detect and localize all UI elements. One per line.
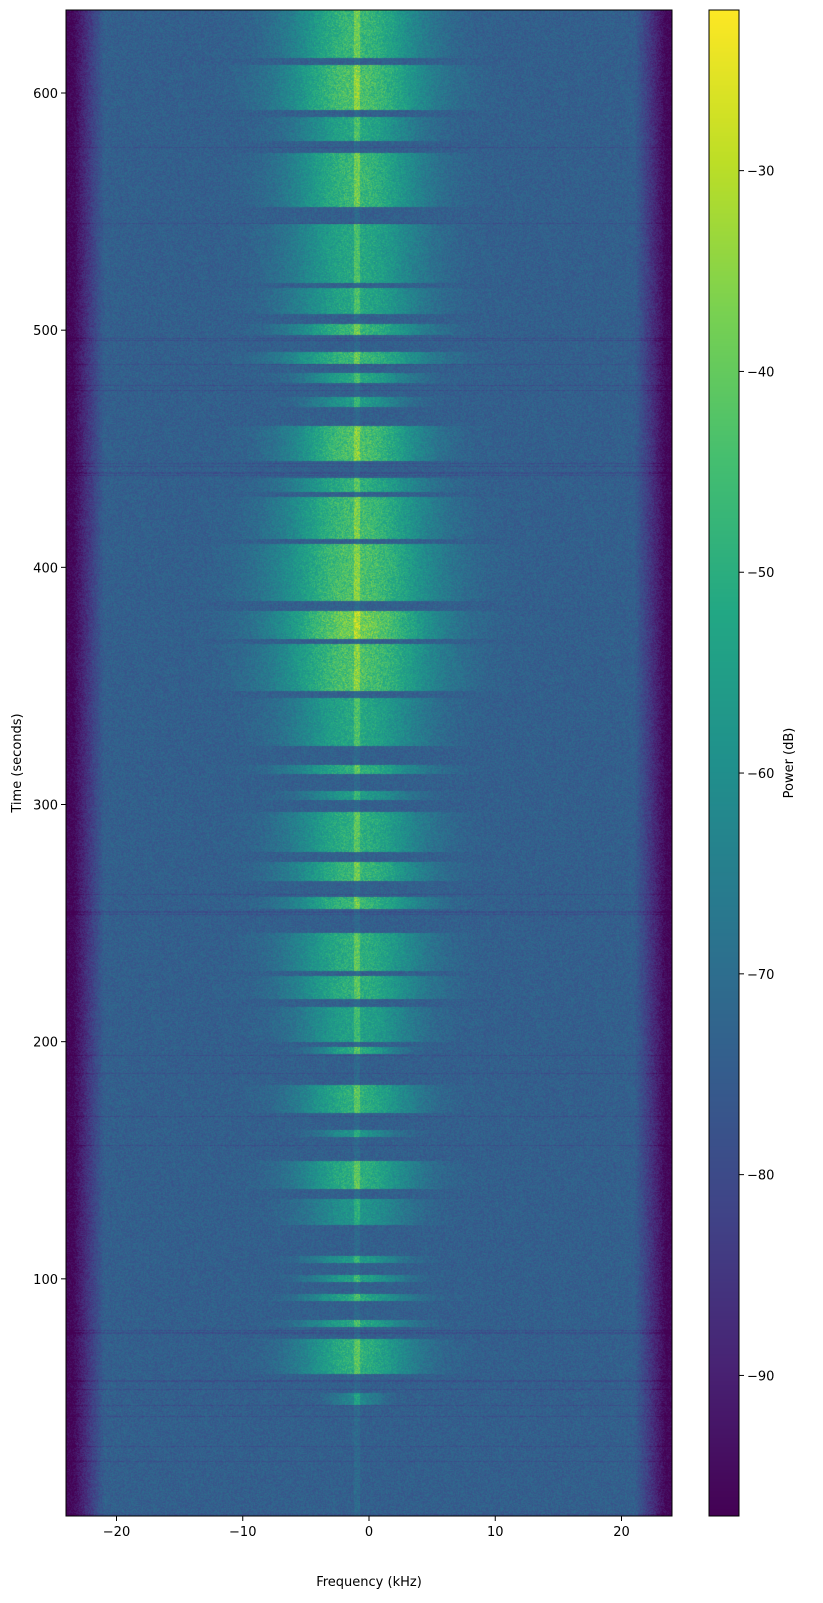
- x-tick-label: −20: [103, 1525, 130, 1540]
- spectrogram-image: [66, 10, 672, 1516]
- x-tick-label: 10: [487, 1525, 504, 1540]
- colorbar-tick-label: −70: [747, 968, 774, 983]
- colorbar-label: Power (dB): [782, 728, 797, 799]
- plot-frame: [65, 9, 673, 1517]
- x-tick-label: 20: [613, 1525, 630, 1540]
- colorbar-tick-label: −60: [747, 767, 774, 782]
- y-tick-label: 400: [33, 561, 58, 576]
- colorbar-tick-label: −40: [747, 365, 774, 380]
- colorbar-tick-label: −50: [747, 566, 774, 581]
- colorbar-tick-label: −90: [747, 1369, 774, 1384]
- x-axis-label: Frequency (kHz): [316, 1575, 422, 1590]
- colorbar-ticks: −90 −80 −70 −60 −50 −40 −30: [739, 165, 774, 1384]
- x-tick-label: −10: [229, 1525, 256, 1540]
- colorbar-tick-label: −30: [747, 165, 774, 180]
- y-tick-label: 300: [33, 799, 58, 814]
- x-tick-label: 0: [365, 1525, 373, 1540]
- y-axis-ticks: 100 200 300 400 500 600: [33, 87, 66, 1288]
- y-tick-label: 500: [33, 324, 58, 339]
- colorbar-gradient: [709, 10, 739, 1516]
- y-tick-label: 200: [33, 1036, 58, 1051]
- y-tick-label: 100: [33, 1273, 58, 1288]
- colorbar-frame: [708, 9, 740, 1517]
- colorbar-tick-label: −80: [747, 1169, 774, 1184]
- y-tick-label: 600: [33, 87, 58, 102]
- x-axis-ticks: −20 −10 0 10 20: [103, 1516, 630, 1540]
- y-axis-label: Time (seconds): [10, 713, 25, 813]
